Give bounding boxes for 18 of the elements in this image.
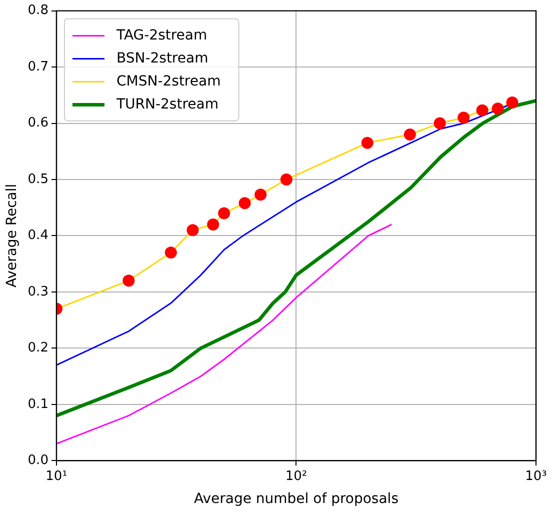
y-tick-label: 0.5 xyxy=(28,172,48,187)
x-tick-label: 10³ xyxy=(525,468,547,484)
y-axis-title: Average Recall xyxy=(4,184,20,288)
x-axis-title: Average numbel of proposals xyxy=(194,491,399,508)
x-tick-label: 10¹ xyxy=(46,468,68,484)
y-tick-label: 0.1 xyxy=(28,396,48,412)
y-tick-label: 0.3 xyxy=(28,284,48,300)
x-tick-label: 10² xyxy=(285,468,308,484)
legend-label: CMSN-2stream xyxy=(116,73,221,90)
y-tick-label: 0.7 xyxy=(28,59,48,74)
y-tick-label: 0.8 xyxy=(28,3,48,18)
legend-label: TAG-2stream xyxy=(115,27,208,44)
y-tick-label: 0.2 xyxy=(28,340,48,356)
y-tick-label: 0.4 xyxy=(28,228,48,244)
legend-label: TURN-2stream xyxy=(115,96,219,112)
y-tick-label: 0.0 xyxy=(28,452,48,468)
y-tick-label: 0.6 xyxy=(28,116,48,131)
legend-label: BSN-2stream xyxy=(116,50,208,66)
